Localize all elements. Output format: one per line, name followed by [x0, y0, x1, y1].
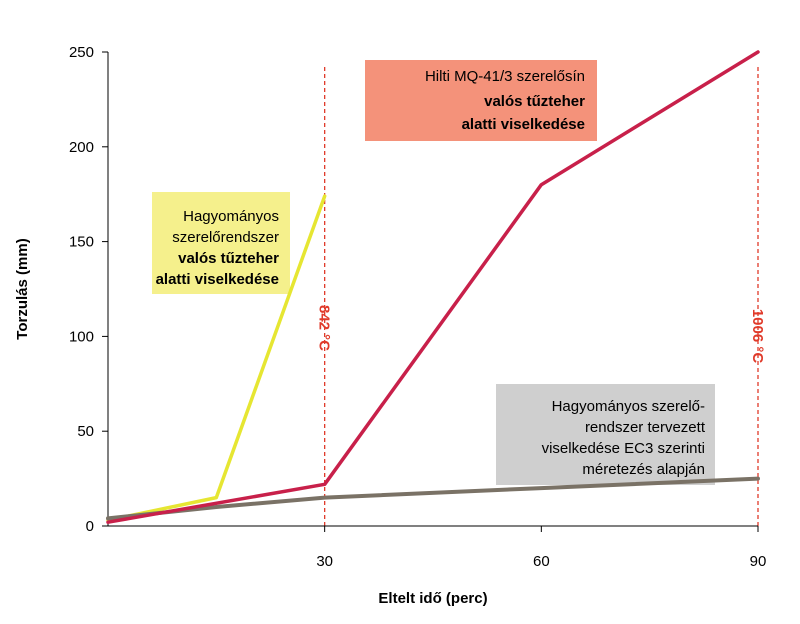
reference-line-label-1: 842 °C	[316, 305, 333, 351]
y-tick-label: 50	[77, 423, 94, 440]
y-tick-label: 200	[69, 139, 94, 156]
annotation-box-traditional-real	[152, 192, 290, 294]
y-axis-title: Torzulás (mm)	[14, 238, 31, 339]
annotation-traditional-design-line-2: rendszer tervezett	[585, 419, 706, 436]
reference-line-label-2: 1006 °C	[749, 309, 766, 364]
y-tick-label: 150	[69, 234, 94, 251]
x-axis-title: Eltelt idő (perc)	[378, 590, 487, 607]
x-tick-label: 30	[316, 553, 333, 570]
annotation-traditional-design-line-1: Hagyományos szerelő-	[552, 398, 705, 415]
axes	[107, 52, 758, 527]
annotation-traditional-real-line-3: valós tűzteher	[178, 250, 279, 267]
annotation-hilti-line-2: valós tűzteher	[484, 93, 585, 110]
annotation-box-traditional-design	[496, 384, 715, 485]
y-tick-label: 250	[69, 44, 94, 61]
annotation-traditional-design-line-3: viselkedése EC3 szerinti	[542, 440, 705, 457]
x-tick-label: 60	[533, 553, 550, 570]
annotation-text-layer: Hagyományos szerelőrendszer valós tűzteh…	[156, 68, 706, 478]
annotation-traditional-design-line-4: méretezés alapján	[582, 461, 705, 478]
series-line-hilti	[106, 50, 760, 524]
y-ticks: 0 50 100 150 200 250	[69, 44, 108, 535]
x-ticks: 30 60 90	[316, 526, 766, 570]
x-tick-label: 90	[750, 553, 767, 570]
y-tick-label: 100	[69, 328, 94, 345]
annotation-layer	[152, 60, 715, 485]
annotation-hilti-line-1: Hilti MQ-41/3 szerelősín	[425, 68, 585, 85]
annotation-traditional-real-line-4: alatti viselkedése	[156, 271, 279, 288]
annotation-hilti-line-3: alatti viselkedése	[462, 116, 585, 133]
annotation-box-hilti	[365, 60, 597, 141]
reference-line-layer: 842 °C 1006 °C	[316, 67, 766, 526]
annotation-traditional-real-line-1: Hagyományos	[183, 208, 279, 225]
annotation-traditional-real-line-2: szerelőrendszer	[172, 229, 279, 246]
series-layer	[106, 50, 760, 524]
y-tick-label: 0	[86, 518, 94, 535]
